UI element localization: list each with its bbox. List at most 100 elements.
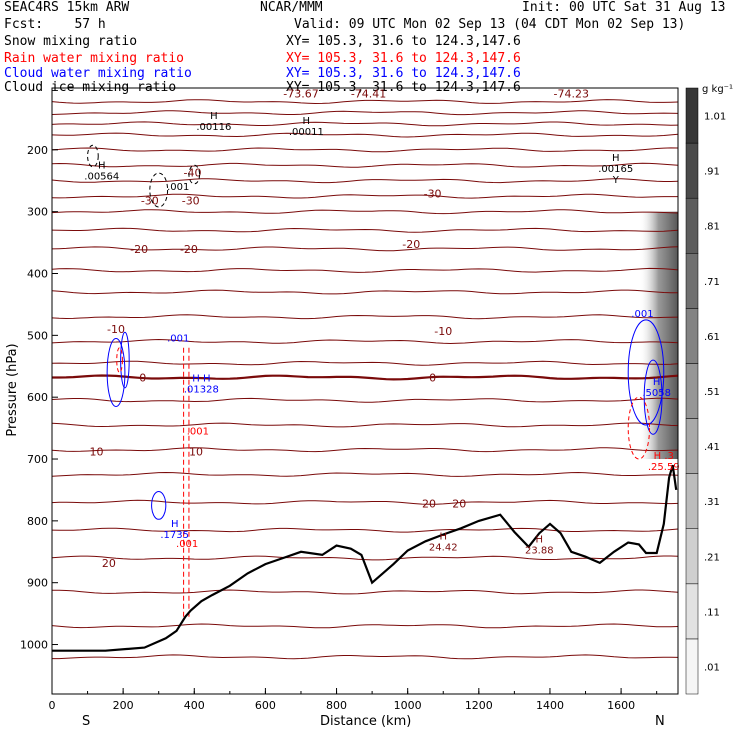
isotherm-line: [51, 162, 679, 168]
hydrometeor-contour: [87, 144, 99, 168]
plot-frame: [51, 87, 679, 695]
colorbar-tick-label: .41: [704, 442, 720, 453]
colorbar: .01 .11 .21 .31 .41 .51 .61 .71 .81 .91 1.01 g kg⁻¹: [685, 84, 733, 695]
isotherm-label: 0: [139, 371, 146, 384]
extremum-label: H .00165 Y: [598, 153, 633, 186]
chart-header: SEAC4RS 15km ARW NCAR/MMM Init: 00 UTC S…: [0, 0, 740, 95]
hydrometeor-contour: [643, 359, 663, 435]
isotherm-label: -40: [184, 167, 202, 180]
terrain-line: [52, 464, 678, 652]
isotherm-label: -74.41: [351, 88, 386, 101]
isotherm-label: 10: [189, 446, 203, 459]
isotherm-line: [51, 99, 679, 105]
field-cloud-water-xy: XY= 105.3, 31.6 to 124.3,147.6: [286, 66, 521, 81]
colorbar-cell: [685, 638, 699, 695]
colorbar-cell: [685, 308, 699, 364]
model-label: SEAC4RS 15km ARW: [4, 0, 130, 15]
colorbar-tick-label: 1.01: [704, 112, 726, 123]
extremum-label: .001: [631, 309, 653, 320]
isotherm-line: [51, 178, 679, 184]
isotherm-line: [51, 289, 678, 295]
extremum-label: H 24.42: [429, 531, 458, 553]
y-tick-label: 300: [27, 206, 48, 219]
isotherm-label: 10: [89, 446, 103, 459]
isotherm-line: [51, 246, 679, 252]
isotherm-label: -74.23: [554, 88, 589, 101]
isotherm-line: [51, 422, 679, 428]
colorbar-tick-label: .01: [704, 662, 720, 673]
hydrometeor-contour: [627, 319, 665, 426]
hydrometeor-contour: [106, 337, 126, 407]
colorbar-tick-label: .21: [704, 552, 720, 563]
field-rain: Rain water mixing ratio: [4, 51, 185, 66]
colorbar-cell: [685, 142, 699, 199]
colorbar-tick-label: .61: [704, 332, 720, 343]
colorbar-tick-label: .71: [704, 277, 720, 288]
y-tick-label: 1000: [20, 639, 48, 652]
extremum-label: H 23.88: [525, 535, 554, 557]
isotherm-line: [51, 110, 679, 116]
isotherm-label: 0: [429, 371, 436, 384]
isotherm-line: [51, 227, 679, 233]
isotherm-line: [51, 147, 679, 153]
colorbar-cell: [685, 87, 699, 144]
hydrometeor-contour: [116, 347, 123, 373]
x-tick-label: 0: [49, 699, 56, 712]
isotherm-label: -10: [107, 323, 125, 336]
isotherm-line: [51, 555, 679, 561]
valid-time: Valid: 09 UTC Mon 02 Sep 13 (04 CDT Mon …: [294, 17, 686, 32]
isotherm-line: [51, 360, 679, 366]
y-tick-label: 200: [27, 144, 48, 157]
hydrometeor-contour: [151, 490, 167, 520]
field-snow: Snow mixing ratio: [4, 34, 138, 49]
colorbar-tick-label: .11: [704, 607, 720, 618]
x-axis-label: Distance (km): [320, 714, 411, 729]
extremum-label: H .5058: [642, 377, 671, 399]
colorbar-cell: [685, 528, 699, 585]
y-tick-label: 400: [27, 268, 48, 281]
extremum-label: .001: [187, 426, 209, 437]
axes: 0 200 400 600 800 1000 1200 1400 160010009008007…: [20, 144, 658, 712]
colorbar-tick-label: .31: [704, 497, 720, 508]
isotherm-label: -20: [130, 243, 148, 256]
field-cloud-water: Cloud water mixing ratio: [4, 66, 192, 81]
x-tick-label: 1400: [536, 699, 564, 712]
isotherm-label: -20: [402, 238, 420, 251]
colorbar-cell: [685, 197, 699, 254]
extremum-label: .001: [167, 182, 189, 193]
isotherm-label: 20: [452, 498, 466, 511]
colorbar-cell: [685, 363, 699, 419]
extremum-label: H .00011: [289, 116, 324, 138]
isotherm-line: [51, 267, 679, 273]
colorbar-tick-label: .91: [704, 167, 720, 178]
x-tick-label: 1200: [465, 699, 493, 712]
extremum-label: H .1735: [160, 519, 189, 541]
colorbar-tick-label: .51: [704, 387, 720, 398]
colorbar-cell: [685, 473, 699, 529]
north-label: N: [655, 714, 665, 729]
isotherm-line: [51, 314, 679, 320]
extremum-label: H .00564: [84, 160, 119, 182]
isotherm-line: [51, 193, 678, 199]
colorbar-cell: [685, 583, 699, 640]
x-tick-label: 600: [255, 699, 276, 712]
isotherm-label: -20: [180, 243, 198, 256]
isotherm-line: [51, 121, 679, 127]
x-tick-label: 400: [184, 699, 205, 712]
isotherm-label: -10: [434, 325, 452, 338]
isotherm-line: [51, 471, 679, 477]
isotherm-label: -30: [424, 188, 442, 201]
isotherm-label: -30: [141, 195, 159, 208]
field-snow-xy: XY= 105.3, 31.6 to 124.3,147.6: [286, 34, 521, 49]
isotherm-line: [51, 132, 679, 138]
y-tick-label: 500: [27, 329, 48, 342]
hydrometeor-contour: [120, 331, 130, 389]
y-tick-label: 700: [27, 453, 48, 466]
colorbar-cell: [685, 253, 699, 309]
south-label: S: [82, 714, 90, 729]
isotherm-line: [51, 527, 679, 533]
isotherm-line: [51, 447, 679, 453]
isotherm-labels: -73.67 -74.41 -74.23 -40 -30 -30 -30 -20 -20 -20 -…: [89, 88, 589, 570]
y-axis-label: Pressure (hPa): [5, 343, 20, 436]
